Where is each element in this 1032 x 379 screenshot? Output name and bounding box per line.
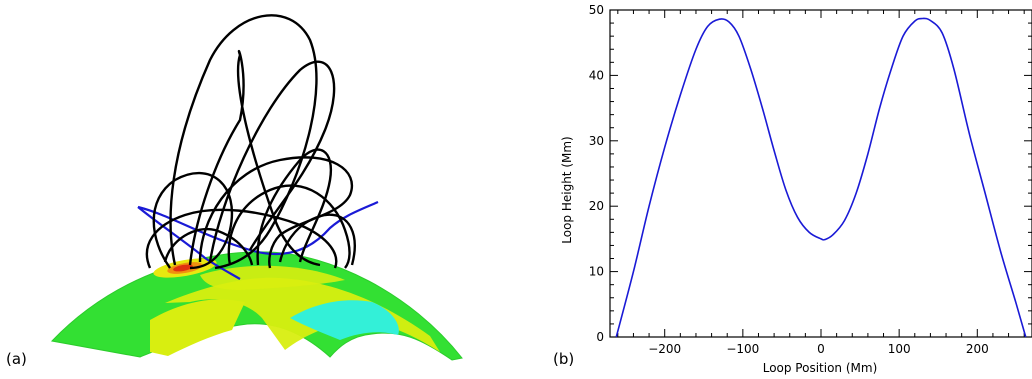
loop-9	[256, 148, 333, 266]
y-tick-label: 20	[589, 199, 604, 213]
fieldline-2	[137, 206, 241, 280]
x-tick-label: 0	[817, 342, 825, 356]
y-tick-label: 10	[589, 265, 604, 279]
y-axis-tick-labels: 0 10 20 30 40 50	[589, 3, 604, 344]
x-tick-label: 100	[888, 342, 911, 356]
surface-cyan-patch	[290, 300, 399, 340]
plot-frame	[609, 9, 1032, 338]
panel-a-label: (a)	[6, 350, 27, 368]
x-axis-ticks	[617, 10, 1025, 337]
x-axis-tick-labels: −200 −100 0 100 200	[648, 342, 989, 356]
y-tick-label: 0	[596, 330, 604, 344]
loop-4	[208, 60, 336, 263]
y-tick-label: 40	[589, 68, 604, 82]
x-axis-title: Loop Position (Mm)	[763, 361, 878, 375]
surface-yellow-inner	[200, 265, 345, 290]
loop-height-curve	[615, 17, 1027, 338]
x-tick-label: 200	[966, 342, 989, 356]
panel-b-chart: −200 −100 0 100 200 0 10 20 30 40 50 Loop Positio…	[560, 3, 1032, 375]
panel-b-label: (b)	[553, 350, 575, 368]
loop-3	[188, 49, 321, 267]
y-tick-label: 30	[589, 134, 604, 148]
loop-8	[163, 227, 254, 266]
y-axis-ticks	[610, 9, 1032, 338]
x-tick-label: −100	[726, 342, 759, 356]
tangled-loops	[145, 14, 356, 270]
y-tick-label: 50	[589, 3, 604, 17]
loop-6	[227, 184, 351, 269]
loop-10	[278, 213, 356, 266]
x-tick-label: −200	[648, 342, 681, 356]
loop-7	[145, 208, 338, 269]
loop-2	[169, 14, 318, 270]
panel-a-illustration	[50, 14, 463, 361]
surface-yellow-band-left	[150, 299, 245, 356]
hotspot-red	[173, 264, 193, 272]
loop-5	[198, 156, 353, 269]
y-axis-title: Loop Height (Mm)	[560, 136, 574, 243]
